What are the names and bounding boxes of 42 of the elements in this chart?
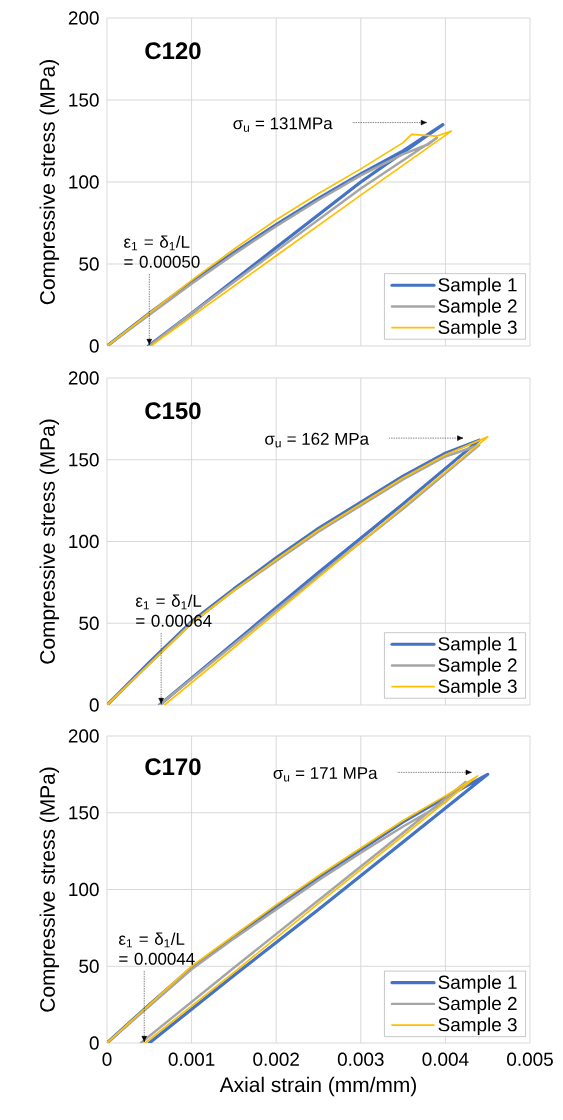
text: C120 xyxy=(145,42,201,60)
x-axis-title: Axial strain (mm/mm) xyxy=(219,1076,416,1097)
y-tick-label: 0 xyxy=(89,698,99,712)
annotation: σ$_{u}$ = 162 MPa xyxy=(265,432,370,448)
y-axis-title: Compressive stress (MPa) xyxy=(39,767,60,1012)
y-axis-title: Compressive stress (MPa) xyxy=(39,419,60,664)
annotation: ε$_{1}$ = δ$_{1}$/L = 0.00044 xyxy=(119,932,195,965)
y-tick-label: 150 xyxy=(69,93,99,107)
legend-label: Sample 3 xyxy=(438,1017,517,1036)
y-tick-label: 50 xyxy=(79,616,99,630)
y-tick-label: 100 xyxy=(69,882,99,897)
annotation: σ$_{u}$ = 171 MPa xyxy=(273,767,378,782)
y-tick-label: 100 xyxy=(69,175,99,189)
legend-label: Sample 1 xyxy=(438,975,517,993)
x-tick-label: 0.005 xyxy=(507,1052,553,1066)
y-tick-label: 150 xyxy=(69,453,99,467)
y-tick-label: 0 xyxy=(89,1036,99,1050)
y-tick-label: 50 xyxy=(79,959,99,973)
y-tick-label: 200 xyxy=(68,11,99,25)
x-tick-label: 0.001 xyxy=(168,1052,215,1066)
y-tick-label: 150 xyxy=(69,806,99,820)
y-tick-label: 50 xyxy=(79,257,99,271)
text: C150 xyxy=(145,402,201,420)
y-tick-label: 200 xyxy=(68,371,99,385)
annotation: σ$_{u}$ = 131MPa xyxy=(233,117,333,132)
y-tick-label: 100 xyxy=(69,534,99,549)
legend-label: Sample 1 xyxy=(438,636,517,655)
y-axis-title: Compressive stress (MPa) xyxy=(39,60,60,305)
x-tick-label: 0.004 xyxy=(422,1052,469,1066)
annotation: ε$_{1}$ = δ$_{1}$/L = 0.00050 xyxy=(124,235,200,268)
legend-label: Sample 2 xyxy=(438,657,517,676)
y-tick-label: 200 xyxy=(68,729,99,743)
legend-label: Sample 2 xyxy=(438,298,517,317)
x-tick-label: 0.002 xyxy=(253,1052,299,1066)
y-tick-label: 0 xyxy=(89,339,99,353)
legend-label: Sample 2 xyxy=(438,996,517,1014)
legend-label: Sample 1 xyxy=(438,277,517,296)
x-tick-label: 0.003 xyxy=(337,1052,384,1066)
x-tick-label: 0 xyxy=(102,1052,112,1066)
legend-label: Sample 3 xyxy=(438,320,517,338)
legend-label: Sample 3 xyxy=(438,679,517,697)
text: C170 xyxy=(145,758,201,776)
